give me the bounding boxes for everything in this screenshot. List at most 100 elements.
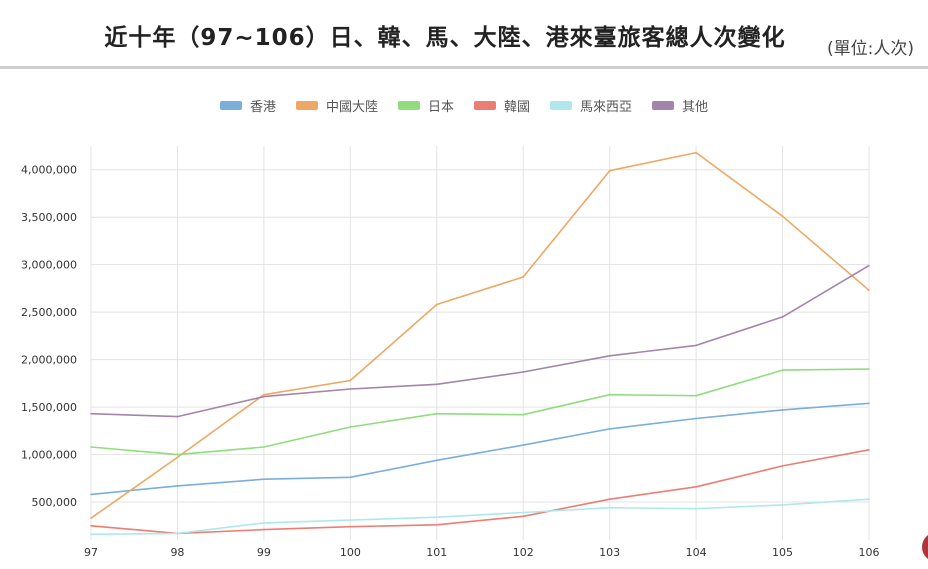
series-line-3 xyxy=(90,449,870,535)
data-point-1-1 xyxy=(176,456,179,459)
y-tick-label: 1,500,000 xyxy=(21,401,77,414)
data-point-2-5 xyxy=(522,413,525,416)
data-point-5-2 xyxy=(263,395,265,398)
data-point-4-3 xyxy=(349,519,352,521)
x-tick-label: 101 xyxy=(426,546,447,559)
data-point-5-5 xyxy=(522,371,525,373)
data-point-3-0 xyxy=(90,524,92,527)
series-line-0 xyxy=(90,402,870,496)
data-point-4-1 xyxy=(176,532,179,535)
legend-item[interactable]: 韓國 xyxy=(474,96,530,115)
data-point-3-2 xyxy=(263,528,265,531)
legend-label: 其他 xyxy=(682,100,709,115)
data-point-5-3 xyxy=(349,388,352,390)
data-point-0-8 xyxy=(781,409,784,411)
data-point-1-8 xyxy=(781,215,784,218)
data-point-5-7 xyxy=(695,344,697,347)
data-point-2-1 xyxy=(176,453,179,456)
data-point-1-2 xyxy=(263,393,265,396)
legend-item[interactable]: 其他 xyxy=(652,96,708,115)
data-point-2-8 xyxy=(781,369,784,371)
unit-label: (單位:人次) xyxy=(827,39,914,59)
series-line-4 xyxy=(90,498,870,536)
y-tick-label: 500,000 xyxy=(32,496,78,509)
corner-badge xyxy=(922,532,928,562)
y-tick-label: 2,500,000 xyxy=(21,306,77,319)
data-point-1-3 xyxy=(349,379,352,382)
data-point-1-9 xyxy=(868,289,870,292)
x-tick-label: 100 xyxy=(340,546,361,559)
data-point-4-5 xyxy=(522,511,525,514)
legend-swatch xyxy=(652,101,675,110)
legend-swatch xyxy=(295,101,318,110)
legend-swatch xyxy=(550,101,573,110)
data-point-2-6 xyxy=(608,393,611,396)
x-tick-label: 103 xyxy=(599,546,620,559)
x-tick-label: 98 xyxy=(170,546,184,559)
legend-item[interactable]: 香港 xyxy=(219,96,276,115)
data-point-0-3 xyxy=(349,476,352,479)
data-point-3-6 xyxy=(608,498,611,500)
data-point-5-4 xyxy=(435,383,438,386)
x-tick-label: 104 xyxy=(686,546,707,559)
data-point-0-6 xyxy=(608,428,611,430)
x-tick-label: 97 xyxy=(84,546,98,559)
data-point-1-4 xyxy=(435,303,438,306)
data-point-0-0 xyxy=(90,493,92,496)
data-point-3-4 xyxy=(435,524,438,526)
legend-item[interactable]: 馬來西亞 xyxy=(550,96,632,115)
x-tick-label: 106 xyxy=(859,546,880,559)
data-point-3-7 xyxy=(695,486,697,488)
x-tick-label: 105 xyxy=(772,546,793,559)
data-point-5-8 xyxy=(781,316,784,318)
data-point-4-7 xyxy=(695,507,697,510)
legend-item[interactable]: 日本 xyxy=(397,96,454,115)
data-point-4-0 xyxy=(90,533,92,536)
legend-swatch xyxy=(219,101,242,110)
legend-label: 馬來西亞 xyxy=(580,100,633,115)
data-point-4-6 xyxy=(608,506,611,509)
data-point-0-5 xyxy=(522,444,525,446)
data-point-0-2 xyxy=(263,478,265,481)
chart-legend: 香港 中國大陸 日本 韓國 馬來西亞 其他 xyxy=(0,96,928,115)
data-point-5-6 xyxy=(608,355,611,357)
data-point-0-1 xyxy=(176,485,179,487)
series-line-1 xyxy=(90,151,870,519)
chart-title: 近十年（97~106）日、韓、馬、大陸、港來臺旅客總人次變化 xyxy=(104,25,786,51)
x-tick-label: 99 xyxy=(257,546,271,559)
title-divider xyxy=(0,66,928,69)
data-point-2-4 xyxy=(435,412,438,415)
data-point-0-9 xyxy=(868,402,870,405)
data-point-2-0 xyxy=(90,446,92,448)
y-tick-label: 2,000,000 xyxy=(21,354,77,367)
series-line-5 xyxy=(90,264,870,418)
y-tick-label: 1,000,000 xyxy=(21,449,77,462)
y-tick-label: 3,500,000 xyxy=(21,211,77,224)
data-point-5-9 xyxy=(868,264,870,267)
series-line-2 xyxy=(90,368,870,456)
x-tick-label: 102 xyxy=(513,546,534,559)
data-point-3-8 xyxy=(781,465,784,467)
data-point-3-5 xyxy=(522,515,525,518)
data-point-3-3 xyxy=(349,525,352,528)
data-point-2-2 xyxy=(263,446,265,448)
data-point-4-9 xyxy=(868,498,870,500)
data-point-5-1 xyxy=(176,415,179,418)
data-point-1-0 xyxy=(90,517,92,519)
data-point-2-7 xyxy=(695,394,697,397)
data-point-4-4 xyxy=(435,516,438,519)
legend-label: 香港 xyxy=(249,100,276,115)
data-point-1-7 xyxy=(695,151,697,154)
data-point-4-8 xyxy=(781,504,784,506)
legend-label: 韓國 xyxy=(504,100,531,115)
data-point-2-3 xyxy=(349,426,352,428)
legend-label: 日本 xyxy=(427,100,454,115)
y-tick-label: 3,000,000 xyxy=(21,259,77,272)
legend-swatch xyxy=(474,101,496,110)
legend-label: 中國大陸 xyxy=(325,100,378,115)
legend-item[interactable]: 中國大陸 xyxy=(295,96,378,115)
data-point-4-2 xyxy=(263,522,265,524)
legend-swatch xyxy=(397,101,420,110)
